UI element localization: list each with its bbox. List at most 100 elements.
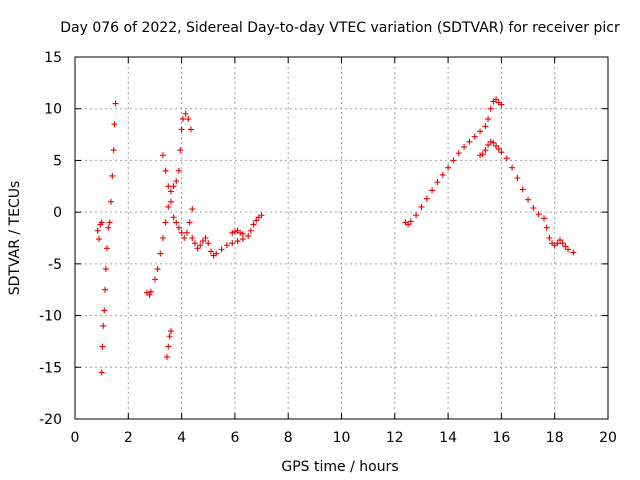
data-point-marker — [445, 164, 452, 171]
data-point-marker — [237, 229, 244, 236]
data-point-marker — [485, 141, 492, 148]
data-point-marker — [106, 219, 113, 226]
data-point-marker — [407, 218, 414, 225]
data-point-marker — [167, 188, 174, 195]
y-tick-label: 15 — [44, 50, 62, 66]
y-tick-labels: -20 -15 -10 -5 0 5 10 15 — [39, 50, 62, 428]
data-point-marker — [182, 110, 189, 117]
data-point-marker — [166, 333, 173, 340]
data-point-marker — [471, 133, 478, 140]
x-tick-label: 0 — [71, 430, 80, 446]
data-point-marker — [434, 179, 441, 186]
data-point-marker — [223, 242, 230, 249]
data-point-marker — [466, 138, 473, 145]
data-point-marker — [105, 224, 112, 231]
x-tick-label: 12 — [386, 430, 404, 446]
data-point-marker — [519, 186, 526, 193]
data-point-marker — [111, 121, 118, 128]
data-point-marker — [151, 276, 158, 283]
data-point-marker — [95, 236, 102, 243]
data-point-marker — [159, 235, 166, 241]
data-point-marker — [170, 214, 177, 221]
data-point-marker — [191, 240, 198, 247]
data-point-marker — [202, 235, 209, 241]
data-point-marker — [98, 369, 105, 376]
y-tick-label: 10 — [44, 102, 62, 118]
data-point-marker — [487, 105, 494, 112]
y-tick-label: -15 — [39, 360, 62, 376]
data-point-marker — [565, 246, 572, 253]
data-point-marker — [163, 353, 170, 360]
data-point-marker — [250, 221, 257, 228]
data-point-marker — [485, 116, 492, 123]
data-point-marker — [185, 116, 192, 123]
x-tick-label: 2 — [124, 430, 133, 446]
data-point-marker — [110, 147, 117, 154]
data-point-marker — [253, 217, 260, 224]
data-point-marker — [154, 266, 161, 273]
data-point-marker — [181, 235, 188, 241]
y-tick-label: -10 — [39, 309, 62, 325]
y-tick-label: -20 — [39, 412, 62, 428]
data-point-marker — [146, 291, 153, 298]
y-tick-label: 5 — [53, 153, 62, 169]
data-point-marker — [179, 116, 186, 123]
data-point-marker — [514, 175, 521, 182]
plot-frame — [74, 56, 609, 420]
data-point-marker — [159, 152, 166, 159]
data-point-marker — [177, 147, 184, 154]
data-point-marker — [205, 240, 212, 247]
data-point-marker — [429, 187, 436, 194]
data-point-marker — [165, 203, 172, 210]
data-point-marker — [559, 240, 566, 247]
data-point-marker — [413, 212, 420, 219]
data-point-marker — [498, 149, 505, 156]
data-point-marker — [455, 150, 462, 157]
data-point-marker — [101, 307, 108, 314]
data-point-marker — [482, 123, 489, 130]
data-point-marker — [229, 229, 236, 236]
data-point-marker — [187, 126, 194, 133]
data-point-marker — [525, 196, 532, 203]
data-point-marker — [165, 183, 172, 190]
data-point-marker — [503, 155, 510, 162]
data-point-marker — [239, 230, 246, 237]
data-point-marker — [213, 250, 220, 257]
data-point-marker — [546, 235, 553, 241]
data-point-marker — [167, 328, 174, 335]
data-point-marker — [194, 245, 201, 252]
data-point-marker — [493, 96, 500, 103]
data-point-marker — [147, 288, 154, 295]
data-point-marker — [239, 236, 246, 243]
x-tick-label: 6 — [230, 430, 239, 446]
data-point-marker — [495, 146, 502, 153]
data-point-marker — [482, 147, 489, 154]
data-point-marker — [170, 183, 177, 190]
data-point-marker — [490, 139, 497, 146]
data-point-marker — [94, 227, 101, 234]
data-point-marker — [107, 198, 114, 205]
data-point-marker — [175, 167, 182, 174]
data-point-marker — [543, 224, 550, 231]
data-point-marker — [167, 198, 174, 205]
data-point-marker — [530, 205, 537, 212]
data-point-marker — [258, 212, 265, 219]
data-point-marker — [175, 224, 182, 231]
data-point-marker — [98, 219, 105, 226]
data-point-marker — [562, 243, 569, 250]
data-point-marker — [554, 240, 561, 247]
data-point-marker — [189, 206, 196, 213]
data-point-marker — [197, 242, 204, 249]
data-point-marker — [173, 178, 180, 185]
data-point-marker — [487, 138, 494, 145]
x-tick-label: 18 — [546, 430, 564, 446]
y-tick-label: -5 — [48, 257, 62, 273]
data-point-marker — [423, 195, 430, 202]
data-point-marker — [173, 219, 180, 226]
data-point-marker — [509, 164, 516, 171]
x-tick-label: 16 — [492, 430, 510, 446]
data-point-marker — [100, 322, 107, 329]
y-axis-label: SDTVAR / TECUs — [7, 181, 23, 296]
x-tick-label: 8 — [284, 430, 293, 446]
